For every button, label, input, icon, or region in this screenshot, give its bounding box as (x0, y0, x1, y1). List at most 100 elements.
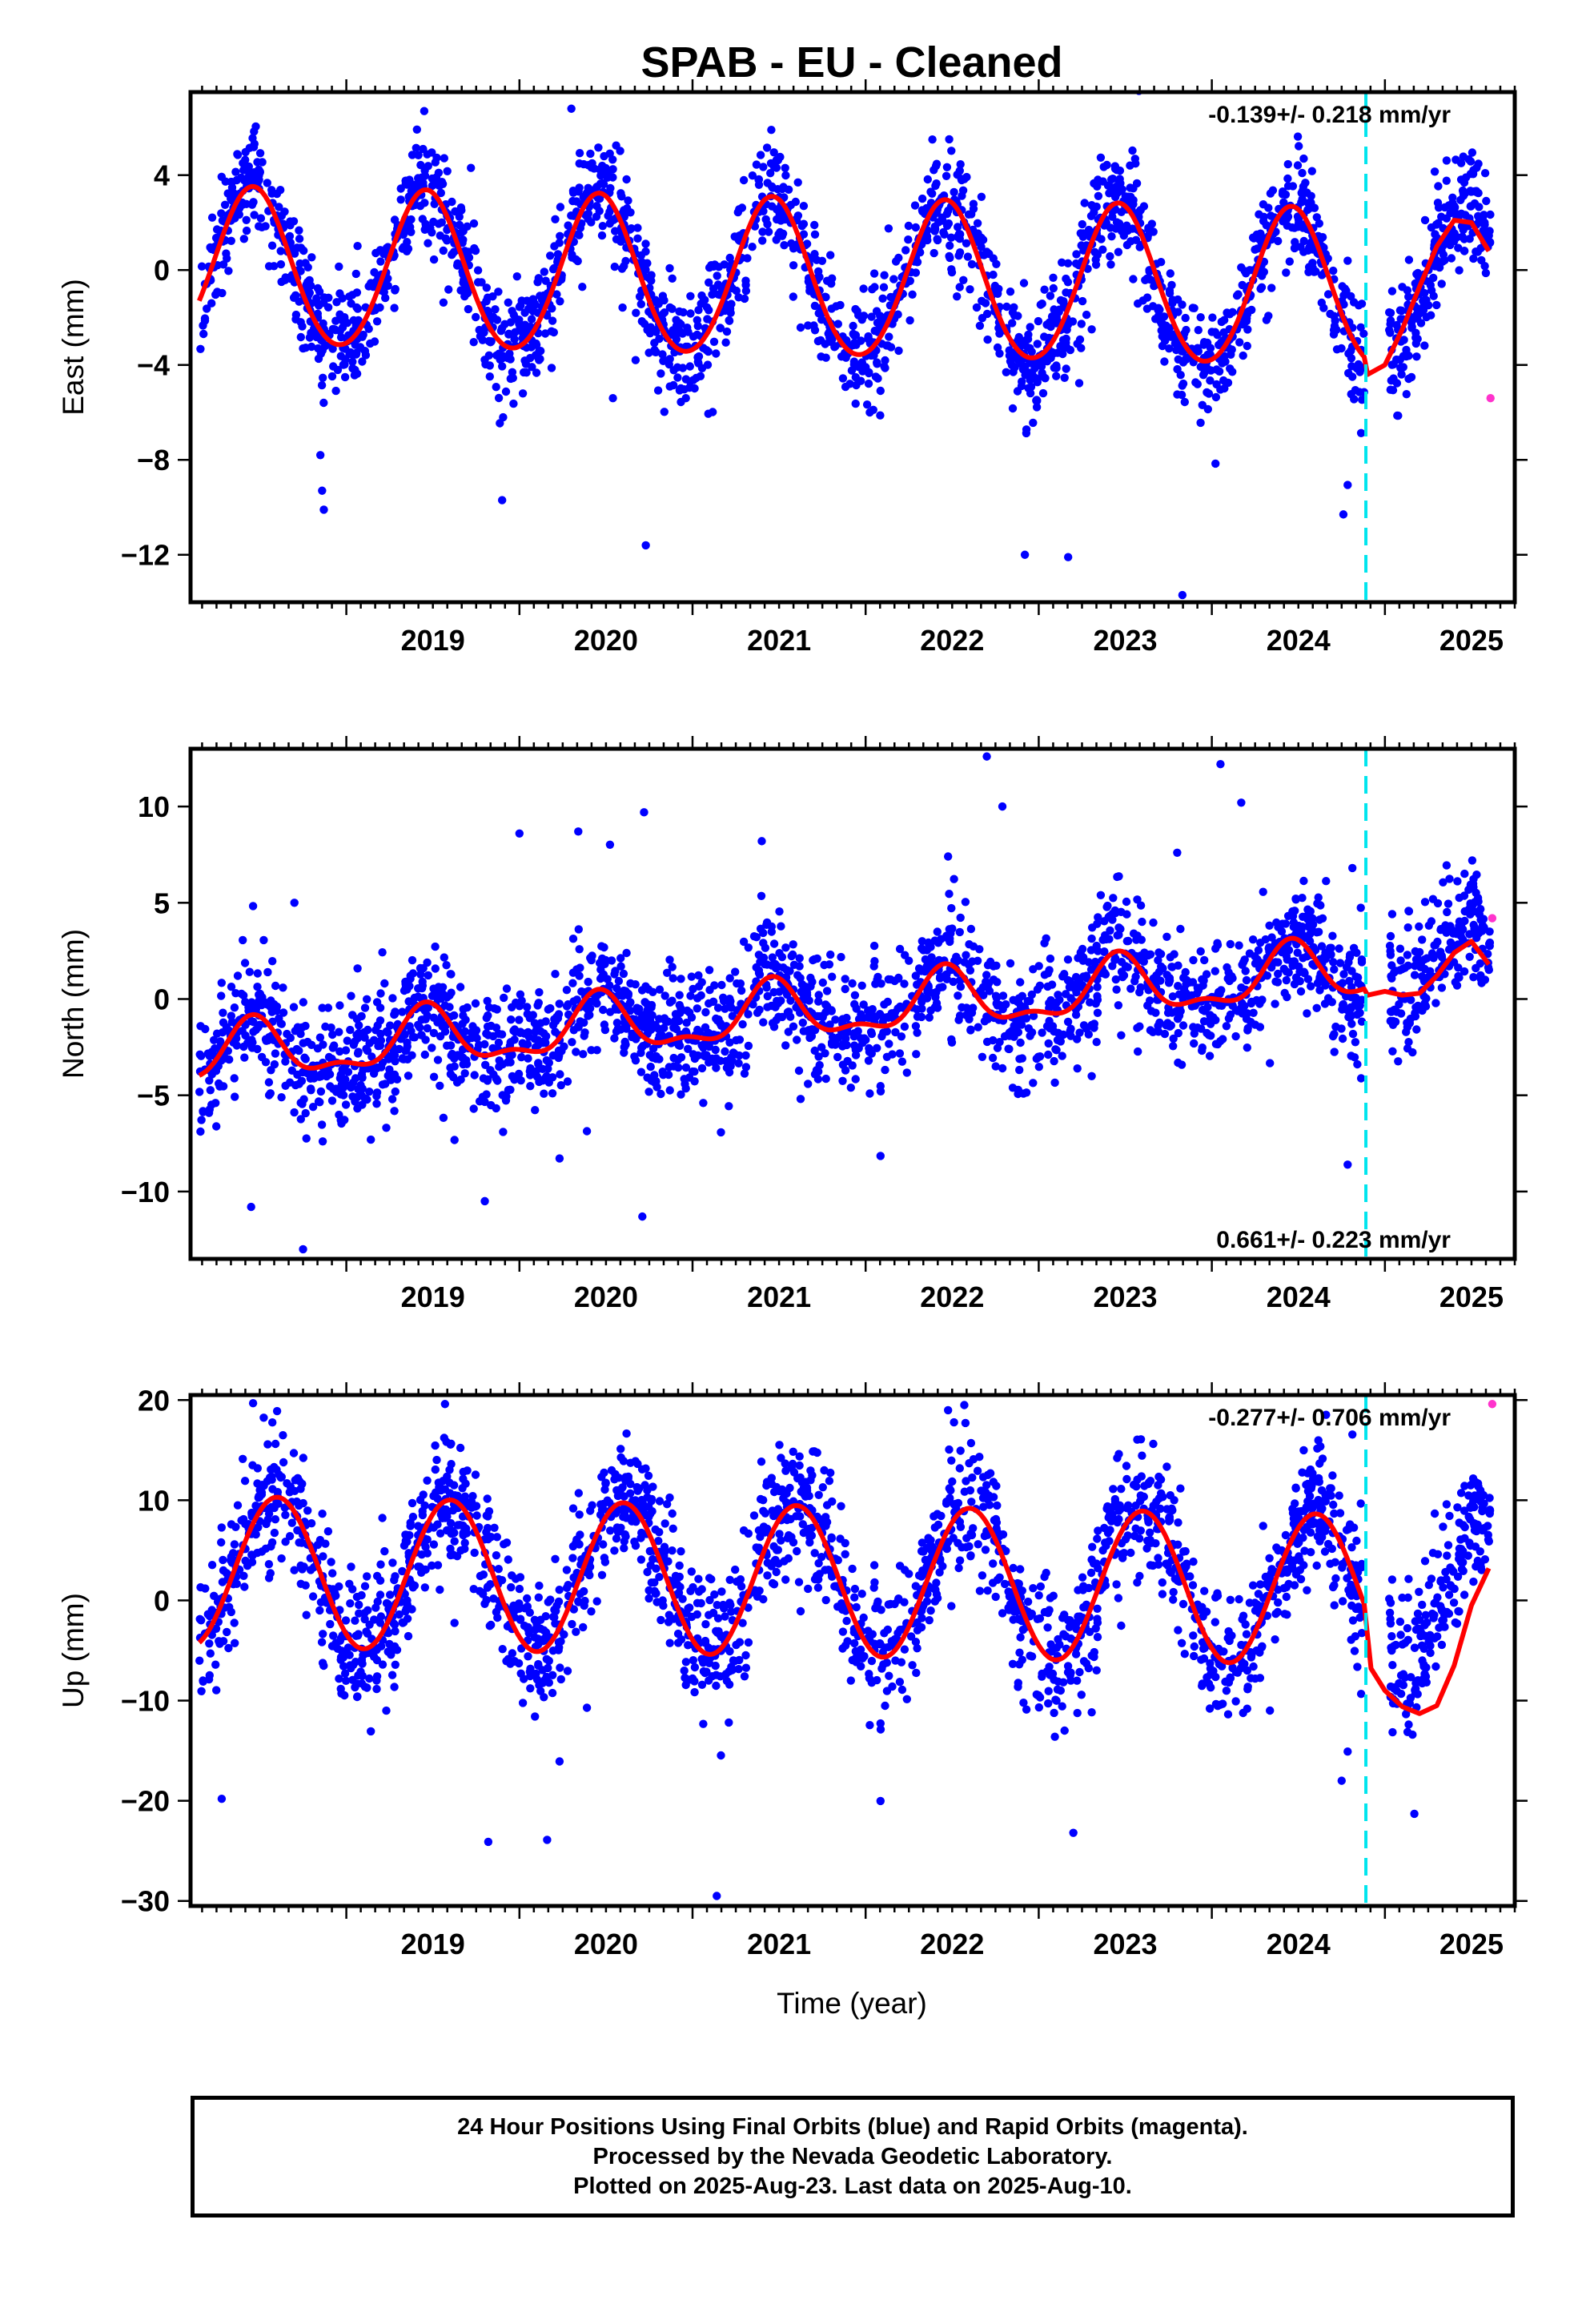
data-point (1082, 971, 1091, 980)
data-point (991, 1062, 1000, 1071)
data-point (1298, 168, 1307, 178)
data-point (665, 263, 674, 273)
data-point (810, 1070, 820, 1079)
data-point (928, 189, 937, 198)
data-point (911, 1022, 921, 1031)
data-point (717, 1128, 725, 1137)
data-point (1289, 923, 1299, 931)
data-point (1174, 1028, 1183, 1038)
data-point (376, 257, 385, 266)
data-point (290, 249, 299, 258)
data-point (372, 304, 382, 313)
data-point (1298, 894, 1307, 903)
data-point (1357, 1017, 1367, 1026)
data-point (870, 957, 879, 966)
data-point (1403, 951, 1412, 959)
data-point (1476, 971, 1485, 980)
data-point (316, 336, 326, 344)
data-point (1033, 340, 1042, 348)
data-point (417, 983, 427, 993)
data-point (1072, 987, 1081, 997)
data-point (680, 1075, 689, 1084)
data-point (1044, 1050, 1053, 1059)
data-point (1475, 217, 1484, 227)
data-point (1440, 255, 1449, 265)
data-point (923, 987, 932, 996)
data-point (584, 999, 594, 1007)
data-point (946, 241, 954, 250)
data-point (956, 982, 966, 991)
data-point (1339, 970, 1348, 979)
data-point (1054, 991, 1062, 999)
data-point (993, 978, 1002, 987)
data-point (814, 267, 823, 276)
data-point (423, 1011, 432, 1020)
data-point (1062, 334, 1070, 344)
data-point (575, 183, 584, 192)
data-point (333, 1086, 343, 1095)
data-point (956, 913, 965, 923)
data-point (271, 981, 280, 991)
data-point (360, 1033, 369, 1042)
data-point (1356, 903, 1365, 912)
data-point (932, 179, 941, 188)
data-point (1074, 379, 1084, 388)
data-point (547, 364, 556, 372)
data-point (384, 1055, 393, 1063)
data-point (1403, 961, 1413, 971)
north-plot-frame (188, 746, 1517, 1261)
data-point (956, 160, 965, 169)
data-point (1052, 372, 1061, 380)
data-point (1347, 1004, 1355, 1013)
data-point (878, 294, 887, 303)
data-point (488, 1031, 498, 1041)
data-point (1063, 955, 1073, 964)
data-point (705, 306, 713, 315)
data-point (257, 223, 267, 231)
data-point (1343, 1160, 1352, 1169)
data-point (1157, 258, 1166, 267)
data-point (410, 1033, 420, 1042)
data-point (641, 239, 650, 248)
data-point (1082, 310, 1091, 320)
data-point (472, 312, 480, 322)
data-point (694, 971, 703, 980)
data-point (857, 376, 865, 385)
data-point (443, 236, 452, 245)
data-point (295, 297, 303, 306)
data-point (398, 1007, 407, 1016)
data-point (665, 360, 673, 369)
data-point (390, 304, 399, 312)
data-point (1447, 254, 1456, 263)
data-point (759, 1018, 768, 1027)
data-point (1296, 987, 1306, 996)
data-point (199, 321, 207, 330)
data-point (1113, 931, 1122, 940)
data-point (677, 1090, 685, 1099)
data-point (1448, 193, 1457, 202)
data-point (353, 964, 362, 973)
data-point (470, 1071, 479, 1080)
x-tick-label: 2024 (1267, 624, 1331, 657)
data-point (584, 1011, 592, 1020)
data-point (481, 1060, 490, 1070)
data-point (536, 355, 544, 364)
data-point (1339, 510, 1348, 519)
data-point (479, 1074, 488, 1083)
data-point (408, 969, 418, 978)
data-point (727, 1053, 736, 1062)
data-point (1348, 1029, 1358, 1039)
data-point (1108, 175, 1118, 183)
data-point (494, 287, 503, 296)
data-point (1328, 931, 1337, 940)
data-point (203, 304, 211, 313)
data-point (480, 1097, 489, 1107)
data-point (517, 996, 526, 1005)
data-point (1098, 245, 1107, 254)
data-point (1457, 209, 1466, 218)
data-point (1058, 1051, 1066, 1060)
data-point (739, 937, 749, 947)
data-point (227, 178, 237, 187)
data-point (933, 235, 942, 245)
data-point (369, 1063, 378, 1073)
